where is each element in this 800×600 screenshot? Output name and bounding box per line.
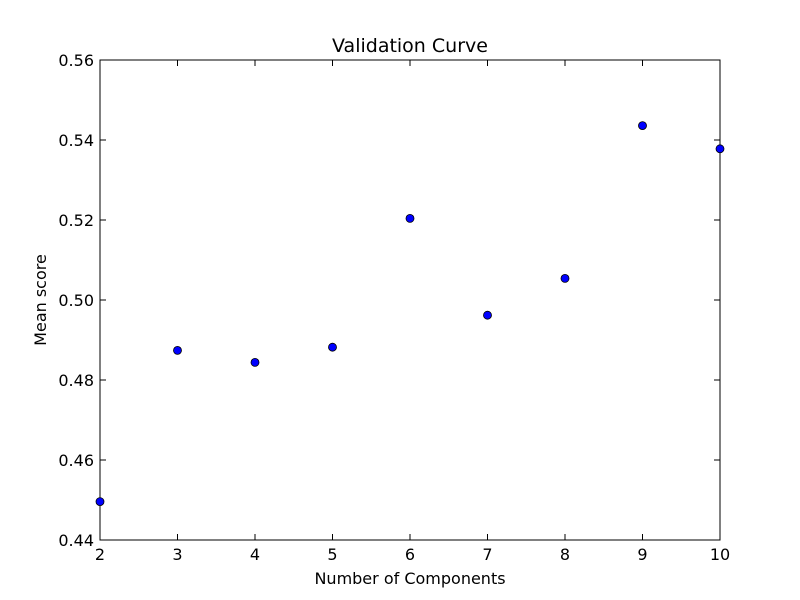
x-tick-label: 6 [405, 545, 415, 564]
y-tick-label: 0.46 [58, 451, 94, 470]
x-tick-label: 7 [482, 545, 492, 564]
x-axis-label: Number of Components [314, 569, 505, 588]
y-tick-label: 0.50 [58, 291, 94, 310]
y-tick-label: 0.52 [58, 211, 94, 230]
y-tick-label: 0.48 [58, 371, 94, 390]
data-point [173, 345, 182, 355]
x-tick-label: 8 [560, 545, 570, 564]
y-axis-label: Mean score [31, 254, 50, 346]
y-tick-label: 0.56 [58, 51, 94, 70]
data-point [560, 273, 570, 283]
plot-area: 2 3 4 5 6 7 8 9 10 0.44 0.46 0.48 0.50 0.52 0.54 0.56 [58, 51, 730, 564]
x-tick-label: 2 [95, 545, 105, 564]
data-point [250, 357, 260, 367]
x-tick-label: 4 [250, 545, 260, 564]
data-point [638, 121, 647, 130]
data-point [715, 144, 725, 154]
x-tick-label: 3 [172, 545, 182, 564]
x-tick-label: 5 [327, 545, 337, 564]
data-point [95, 497, 105, 507]
y-tick-label: 0.44 [58, 531, 94, 550]
data-point [483, 310, 492, 320]
data-point [328, 342, 337, 352]
y-tick-label: 0.54 [58, 131, 94, 150]
chart-title: Validation Curve [332, 35, 488, 57]
x-tick-label: 9 [637, 545, 647, 564]
x-tick-label: 10 [710, 545, 730, 564]
data-point [405, 213, 415, 223]
